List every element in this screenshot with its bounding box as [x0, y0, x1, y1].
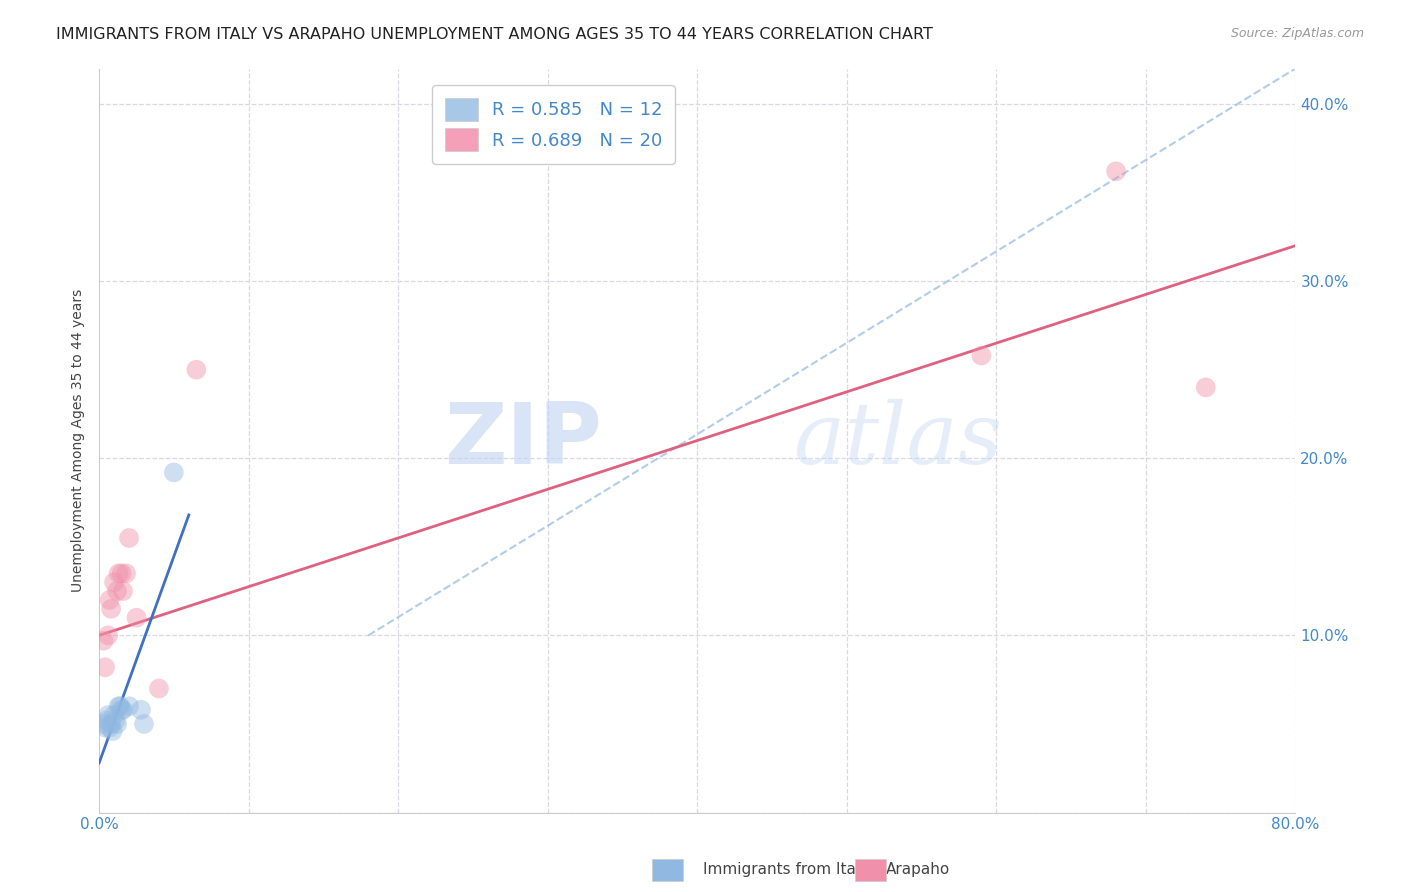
Point — [1195, 380, 1218, 394]
Text: Source: ZipAtlas.com: Source: ZipAtlas.com — [1230, 27, 1364, 40]
Point — [970, 349, 993, 363]
Point — [105, 717, 128, 731]
Legend: R = 0.585   N = 12, R = 0.689   N = 20: R = 0.585 N = 12, R = 0.689 N = 20 — [433, 85, 675, 164]
Text: ZIP: ZIP — [444, 399, 602, 482]
Point — [148, 681, 170, 696]
Point — [105, 584, 128, 599]
Point — [93, 717, 115, 731]
Point — [108, 699, 131, 714]
Point — [103, 575, 125, 590]
Point — [118, 531, 141, 545]
Point — [125, 610, 148, 624]
Point — [104, 714, 127, 728]
Point — [118, 699, 141, 714]
Text: atlas: atlas — [793, 400, 1002, 482]
Point — [97, 628, 120, 642]
Point — [112, 584, 135, 599]
FancyBboxPatch shape — [652, 859, 683, 881]
Point — [112, 703, 135, 717]
Point — [115, 566, 138, 581]
FancyBboxPatch shape — [855, 859, 886, 881]
Point — [94, 660, 117, 674]
Y-axis label: Unemployment Among Ages 35 to 44 years: Unemployment Among Ages 35 to 44 years — [72, 289, 86, 592]
Point — [101, 724, 124, 739]
Point — [110, 703, 132, 717]
Point — [1105, 164, 1128, 178]
Point — [107, 699, 129, 714]
Point — [97, 708, 120, 723]
Point — [110, 566, 132, 581]
Point — [94, 721, 117, 735]
Point — [96, 714, 118, 728]
Point — [98, 721, 121, 735]
Point — [98, 593, 121, 607]
Point — [107, 566, 129, 581]
Point — [186, 362, 208, 376]
Point — [129, 703, 152, 717]
Point — [103, 708, 125, 723]
Text: Arapaho: Arapaho — [886, 863, 950, 877]
Point — [132, 717, 155, 731]
Point — [163, 466, 186, 480]
Point — [93, 633, 115, 648]
Point — [100, 602, 122, 616]
Point — [100, 717, 122, 731]
Text: Immigrants from Italy: Immigrants from Italy — [703, 863, 869, 877]
Text: IMMIGRANTS FROM ITALY VS ARAPAHO UNEMPLOYMENT AMONG AGES 35 TO 44 YEARS CORRELAT: IMMIGRANTS FROM ITALY VS ARAPAHO UNEMPLO… — [56, 27, 934, 42]
